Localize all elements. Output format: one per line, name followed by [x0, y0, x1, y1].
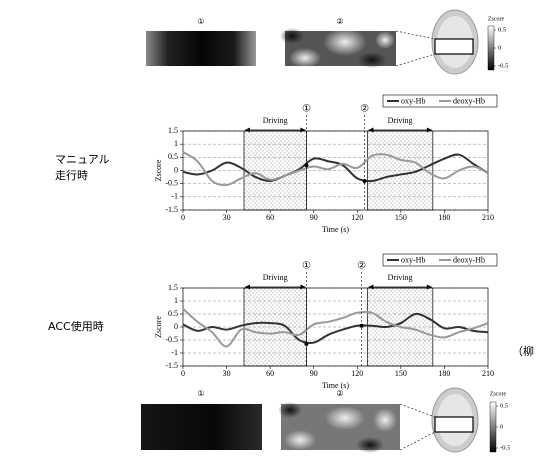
y-tick-label: 0: [174, 322, 178, 331]
marker-label: ②: [357, 260, 366, 271]
y-tick-label: -0.5: [165, 335, 178, 344]
y-tick-label: 1: [174, 296, 178, 305]
x-tick-label: 0: [181, 213, 185, 222]
x-axis-label: Time (s): [322, 225, 349, 234]
x-axis-label: Time (s): [322, 381, 349, 390]
x-tick-label: 0: [181, 369, 185, 378]
y-tick-label: 1.5: [168, 126, 178, 135]
x-tick-label: 60: [266, 213, 274, 222]
x-tick-label: 150: [395, 213, 407, 222]
y-tick-label: 1.5: [168, 283, 178, 292]
colorbar-tick-label: -0.5: [498, 62, 508, 69]
heatmap-label: ②: [336, 389, 343, 398]
heatmap: [141, 404, 262, 450]
x-tick-label: 210: [482, 369, 494, 378]
colorbar-title: Zscore: [490, 391, 507, 397]
heatmap-label: ②: [336, 17, 343, 26]
y-tick-label: -1: [171, 348, 178, 357]
x-tick-label: 120: [351, 369, 363, 378]
condition-label: マニュアル: [55, 153, 110, 166]
span-label: Driving: [388, 116, 413, 125]
citation: （柳: [512, 344, 534, 358]
marker-label: ②: [360, 103, 369, 114]
x-tick-label: 90: [310, 369, 318, 378]
colorbar-tick-label: -0.5: [500, 444, 510, 451]
figure: ① ② ① ② マニュアル 走行時 ACC使用時 （柳 Zsco: [0, 0, 543, 462]
marker-dot: [304, 163, 308, 167]
x-tick-label: 30: [223, 213, 231, 222]
colorbar-tick-label: 0: [500, 423, 503, 430]
y-tick-label: 0.5: [168, 309, 178, 318]
legend-label: oxy-Hb: [401, 255, 425, 264]
marker-dot: [304, 342, 308, 346]
y-tick-label: -1.5: [165, 205, 178, 214]
y-tick-label: 1: [174, 139, 178, 148]
colorbar-tick-label: 0.5: [498, 26, 506, 33]
y-tick-label: -0.5: [165, 178, 178, 187]
x-tick-label: 150: [395, 369, 407, 378]
x-tick-label: 210: [482, 213, 494, 222]
span-label: Driving: [263, 116, 288, 125]
series-line: [183, 152, 488, 185]
y-tick-label: -1: [171, 192, 178, 201]
heatmap: [278, 402, 400, 453]
y-axis-label: Zscore: [154, 316, 163, 338]
marker-dot: [363, 179, 367, 183]
series-line: [183, 155, 488, 182]
x-tick-label: 90: [310, 213, 318, 222]
legend-label: oxy-Hb: [401, 96, 425, 105]
y-tick-label: 0.5: [168, 152, 178, 161]
series-line: [183, 314, 488, 343]
legend-label: deoxy-Hb: [453, 96, 485, 105]
colorbar-tick-label: 0.5: [500, 402, 508, 409]
y-axis-label: Zscore: [154, 159, 163, 181]
x-tick-label: 180: [438, 369, 450, 378]
heatmap: [146, 31, 256, 66]
marker-label: ①: [302, 103, 311, 114]
x-tick-label: 180: [438, 213, 450, 222]
span-label: Driving: [388, 273, 413, 282]
heatmap-label: ①: [197, 389, 204, 398]
condition-label: ACC使用時: [48, 320, 104, 333]
y-tick-label: -1.5: [165, 361, 178, 370]
heatmap-label: ①: [197, 17, 204, 26]
head-icon: [400, 388, 478, 452]
marker-label: ①: [302, 260, 311, 271]
y-tick-label: 0: [174, 165, 178, 174]
x-tick-label: 120: [351, 213, 363, 222]
colorbar-tick-label: 0: [498, 44, 501, 51]
x-tick-label: 30: [223, 369, 231, 378]
colorbar: [488, 26, 494, 70]
heatmap: [280, 28, 396, 68]
condition-label: 走行時: [55, 169, 88, 182]
x-tick-label: 60: [266, 369, 274, 378]
head-icon: [396, 10, 478, 74]
legend-label: deoxy-Hb: [453, 255, 485, 264]
colorbar-title: Zscore: [488, 16, 505, 22]
marker-dot: [360, 324, 364, 328]
colorbar: [490, 402, 496, 452]
span-label: Driving: [263, 273, 288, 282]
